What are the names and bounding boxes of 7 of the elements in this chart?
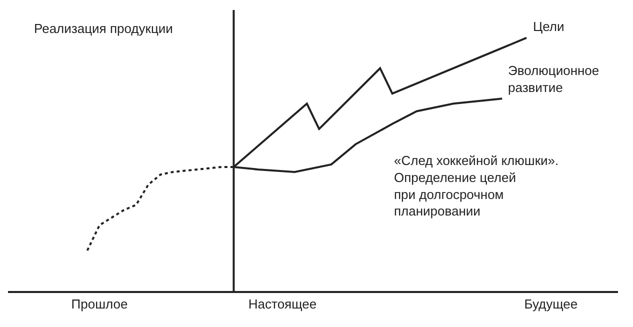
series-label: Эволюционное развитие bbox=[508, 63, 600, 95]
series-label: Цели bbox=[533, 19, 564, 34]
annotation: «След хоккейной клюшки». Определение целей при долгосрочном планировании bbox=[394, 153, 559, 219]
x-tick-label: Прошлое bbox=[71, 296, 128, 312]
x-tick-label: Настоящее bbox=[248, 296, 317, 312]
y-axis-title: Реализация продукции bbox=[34, 21, 173, 36]
x-tick-label: Будущее bbox=[524, 296, 578, 312]
